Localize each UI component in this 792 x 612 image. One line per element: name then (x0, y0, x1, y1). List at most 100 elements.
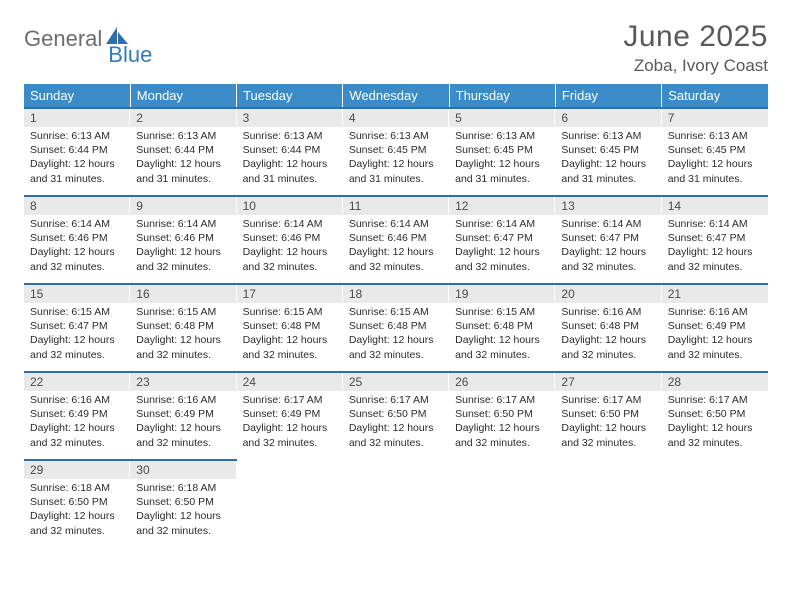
calendar-day-cell: 13Sunrise: 6:14 AMSunset: 6:47 PMDayligh… (555, 196, 661, 284)
calendar-day-cell: 25Sunrise: 6:17 AMSunset: 6:50 PMDayligh… (343, 372, 449, 460)
day-number: 14 (662, 197, 768, 215)
sunrise-text: Sunrise: 6:14 AM (243, 217, 337, 231)
sunset-text: Sunset: 6:45 PM (561, 143, 655, 157)
calendar-day-cell: 30Sunrise: 6:18 AMSunset: 6:50 PMDayligh… (130, 460, 236, 548)
daylight-text: Daylight: 12 hours and 32 minutes. (455, 245, 549, 273)
calendar-day-cell: 7Sunrise: 6:13 AMSunset: 6:45 PMDaylight… (662, 108, 768, 196)
sunrise-text: Sunrise: 6:14 AM (349, 217, 443, 231)
sunrise-text: Sunrise: 6:14 AM (455, 217, 549, 231)
day-details: Sunrise: 6:16 AMSunset: 6:49 PMDaylight:… (662, 303, 768, 368)
day-details: Sunrise: 6:17 AMSunset: 6:50 PMDaylight:… (662, 391, 768, 456)
sunrise-text: Sunrise: 6:18 AM (136, 481, 230, 495)
logo: General Blue (24, 26, 174, 52)
day-details: Sunrise: 6:13 AMSunset: 6:44 PMDaylight:… (130, 127, 236, 192)
day-details: Sunrise: 6:15 AMSunset: 6:47 PMDaylight:… (24, 303, 130, 368)
day-details: Sunrise: 6:13 AMSunset: 6:44 PMDaylight:… (24, 127, 130, 192)
sunrise-text: Sunrise: 6:16 AM (136, 393, 230, 407)
sunrise-text: Sunrise: 6:16 AM (668, 305, 762, 319)
sunset-text: Sunset: 6:44 PM (30, 143, 124, 157)
daylight-text: Daylight: 12 hours and 31 minutes. (136, 157, 230, 185)
calendar-day-cell: 21Sunrise: 6:16 AMSunset: 6:49 PMDayligh… (662, 284, 768, 372)
day-number: 28 (662, 373, 768, 391)
day-details: Sunrise: 6:13 AMSunset: 6:45 PMDaylight:… (555, 127, 661, 192)
sunset-text: Sunset: 6:50 PM (455, 407, 549, 421)
logo-text-blue: Blue (108, 42, 152, 68)
calendar-day-cell: 28Sunrise: 6:17 AMSunset: 6:50 PMDayligh… (662, 372, 768, 460)
day-details: Sunrise: 6:16 AMSunset: 6:49 PMDaylight:… (130, 391, 236, 456)
sunset-text: Sunset: 6:47 PM (561, 231, 655, 245)
daylight-text: Daylight: 12 hours and 32 minutes. (668, 333, 762, 361)
sunset-text: Sunset: 6:45 PM (455, 143, 549, 157)
sunset-text: Sunset: 6:49 PM (243, 407, 337, 421)
day-details: Sunrise: 6:17 AMSunset: 6:50 PMDaylight:… (343, 391, 449, 456)
sunset-text: Sunset: 6:49 PM (30, 407, 124, 421)
calendar-day-cell: 19Sunrise: 6:15 AMSunset: 6:48 PMDayligh… (449, 284, 555, 372)
daylight-text: Daylight: 12 hours and 32 minutes. (136, 333, 230, 361)
day-number: 4 (343, 109, 449, 127)
sunset-text: Sunset: 6:46 PM (136, 231, 230, 245)
sunset-text: Sunset: 6:46 PM (349, 231, 443, 245)
day-number: 9 (130, 197, 236, 215)
calendar-day-cell: 22Sunrise: 6:16 AMSunset: 6:49 PMDayligh… (24, 372, 130, 460)
day-details: Sunrise: 6:17 AMSunset: 6:50 PMDaylight:… (449, 391, 555, 456)
calendar-day-cell: 11Sunrise: 6:14 AMSunset: 6:46 PMDayligh… (343, 196, 449, 284)
sunset-text: Sunset: 6:48 PM (243, 319, 337, 333)
daylight-text: Daylight: 12 hours and 31 minutes. (455, 157, 549, 185)
day-header: Monday (130, 84, 236, 108)
day-number: 13 (555, 197, 661, 215)
calendar-day-cell (662, 460, 768, 548)
day-number: 23 (130, 373, 236, 391)
sunset-text: Sunset: 6:50 PM (349, 407, 443, 421)
daylight-text: Daylight: 12 hours and 32 minutes. (136, 245, 230, 273)
sunset-text: Sunset: 6:50 PM (30, 495, 124, 509)
sunrise-text: Sunrise: 6:13 AM (136, 129, 230, 143)
sunrise-text: Sunrise: 6:14 AM (561, 217, 655, 231)
sunrise-text: Sunrise: 6:17 AM (561, 393, 655, 407)
calendar-day-cell: 10 Sunrise: 6:14 AMSunset: 6:46 PMDayligh… (237, 196, 343, 284)
daylight-text: Daylight: 12 hours and 32 minutes. (668, 245, 762, 273)
daylight-text: Daylight: 12 hours and 32 minutes. (243, 245, 337, 273)
day-number: 8 (24, 197, 130, 215)
daylight-text: Daylight: 12 hours and 31 minutes. (30, 157, 124, 185)
day-number: 5 (449, 109, 555, 127)
sunrise-text: Sunrise: 6:15 AM (243, 305, 337, 319)
calendar-day-cell: 1Sunrise: 6:13 AMSunset: 6:44 PMDaylight… (24, 108, 130, 196)
calendar-day-cell: 20Sunrise: 6:16 AMSunset: 6:48 PMDayligh… (555, 284, 661, 372)
calendar-day-cell (555, 460, 661, 548)
sunrise-text: Sunrise: 6:13 AM (30, 129, 124, 143)
sunset-text: Sunset: 6:50 PM (561, 407, 655, 421)
day-header: Sunday (24, 84, 130, 108)
day-number: 29 (24, 461, 130, 479)
sunset-text: Sunset: 6:47 PM (30, 319, 124, 333)
daylight-text: Daylight: 12 hours and 32 minutes. (668, 421, 762, 449)
daylight-text: Daylight: 12 hours and 32 minutes. (455, 333, 549, 361)
day-number: 2 (130, 109, 236, 127)
day-details: Sunrise: 6:16 AMSunset: 6:48 PMDaylight:… (555, 303, 661, 368)
sunset-text: Sunset: 6:49 PM (136, 407, 230, 421)
sunset-text: Sunset: 6:44 PM (243, 143, 337, 157)
daylight-text: Daylight: 12 hours and 32 minutes. (30, 333, 124, 361)
calendar-day-cell: 4Sunrise: 6:13 AMSunset: 6:45 PMDaylight… (343, 108, 449, 196)
daylight-text: Daylight: 12 hours and 32 minutes. (136, 421, 230, 449)
day-details: Sunrise: 6:18 AMSunset: 6:50 PMDaylight:… (130, 479, 236, 544)
daylight-text: Daylight: 12 hours and 31 minutes. (668, 157, 762, 185)
sunrise-text: Sunrise: 6:15 AM (349, 305, 443, 319)
header: General Blue June 2025 Zoba, Ivory Coast (24, 20, 768, 76)
calendar-day-cell: 14Sunrise: 6:14 AMSunset: 6:47 PMDayligh… (662, 196, 768, 284)
sunset-text: Sunset: 6:50 PM (668, 407, 762, 421)
logo-text-general: General (24, 26, 102, 52)
day-header: Thursday (449, 84, 555, 108)
day-number: 10 (237, 197, 343, 215)
calendar-day-cell (343, 460, 449, 548)
sunset-text: Sunset: 6:48 PM (136, 319, 230, 333)
daylight-text: Daylight: 12 hours and 31 minutes. (561, 157, 655, 185)
sunset-text: Sunset: 6:48 PM (455, 319, 549, 333)
calendar-week-row: 1Sunrise: 6:13 AMSunset: 6:44 PMDaylight… (24, 108, 768, 196)
location-label: Zoba, Ivory Coast (623, 56, 768, 76)
daylight-text: Daylight: 12 hours and 31 minutes. (349, 157, 443, 185)
sunset-text: Sunset: 6:50 PM (136, 495, 230, 509)
sunrise-text: Sunrise: 6:15 AM (136, 305, 230, 319)
calendar-day-cell: 3Sunrise: 6:13 AMSunset: 6:44 PMDaylight… (237, 108, 343, 196)
day-details: Sunrise: 6:15 AMSunset: 6:48 PMDaylight:… (237, 303, 343, 368)
sunset-text: Sunset: 6:46 PM (243, 231, 337, 245)
